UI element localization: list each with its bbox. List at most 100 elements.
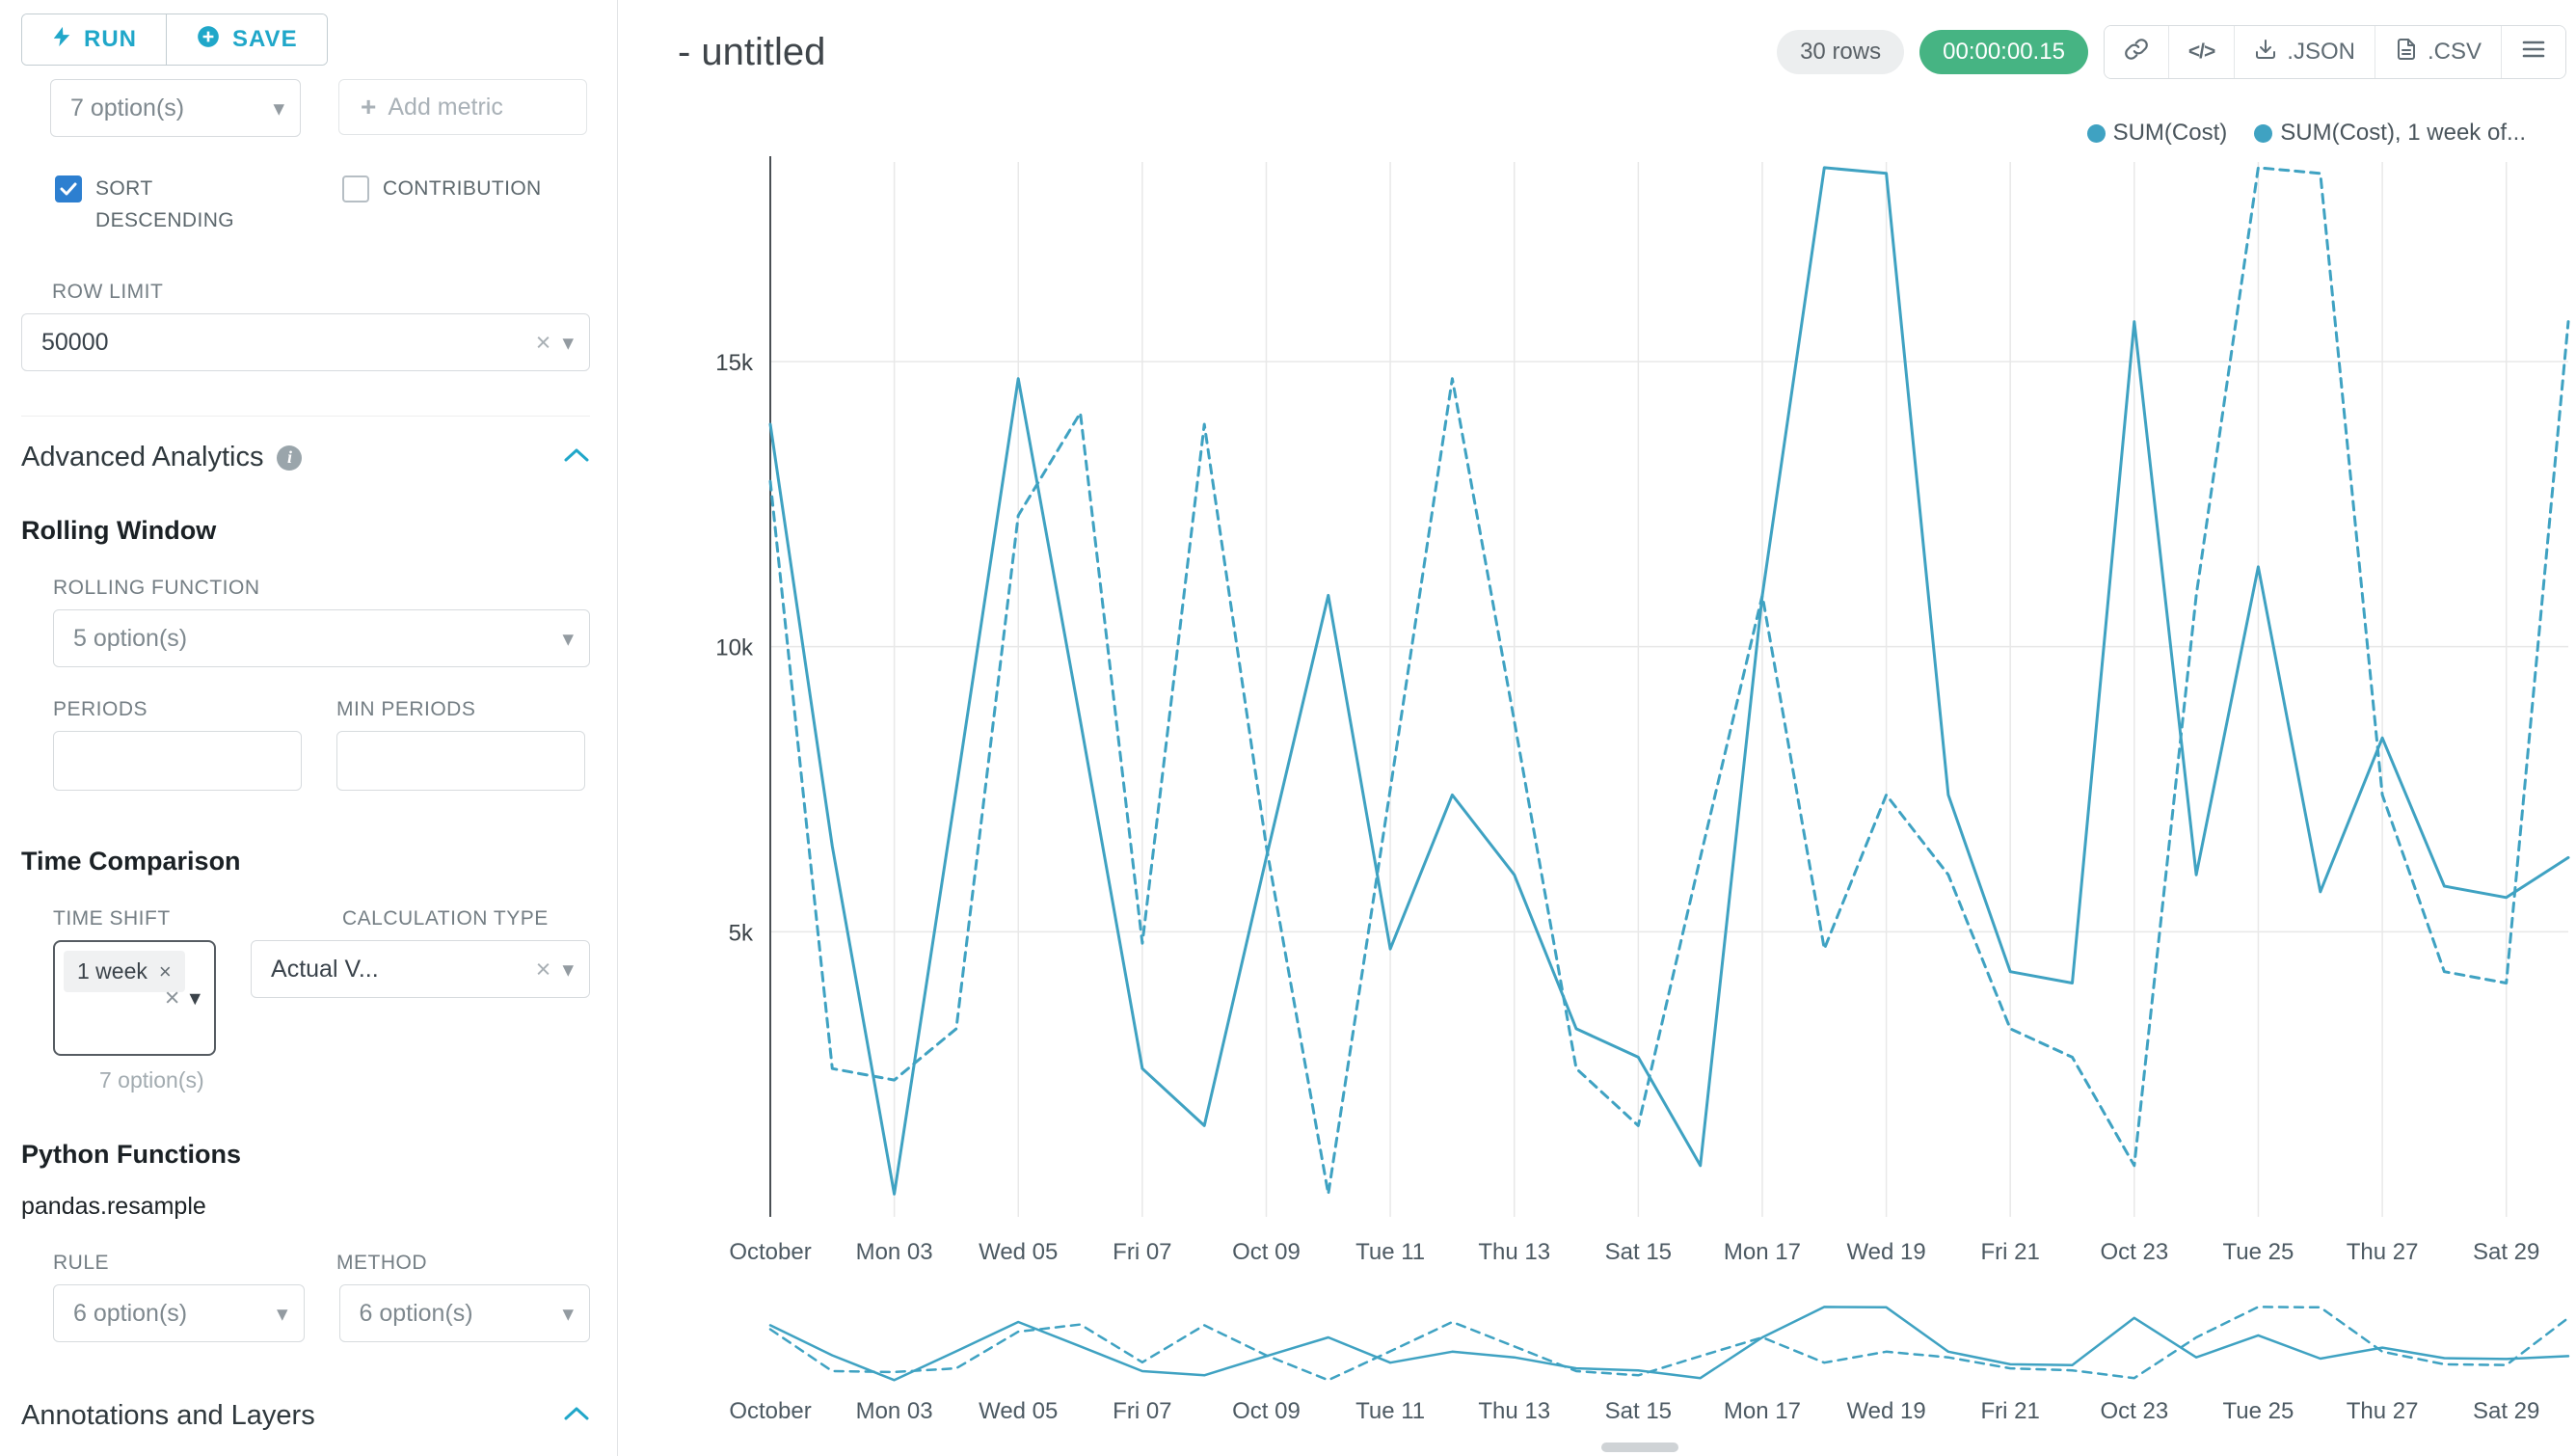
metrics-row: 7 option(s) ▾ + Add metric xyxy=(50,79,590,137)
rolling-function-select[interactable]: 5 option(s) ▾ xyxy=(53,609,590,668)
method-select[interactable]: 6 option(s) ▾ xyxy=(338,1284,590,1343)
clear-icon[interactable]: × xyxy=(164,983,180,1012)
svg-text:10k: 10k xyxy=(715,635,754,661)
mini-chart-container: October Mon 03 Wed 05 Fri 07 Oct 09 Tue 11 Thu… xyxy=(618,1299,2576,1431)
svg-text:Tue 25: Tue 25 xyxy=(2223,1398,2294,1424)
svg-text:Fri 21: Fri 21 xyxy=(1981,1398,2040,1424)
file-csv-icon xyxy=(2395,38,2418,67)
clear-icon[interactable]: × xyxy=(535,327,551,357)
legend-item-sum-cost-offset[interactable]: SUM(Cost), 1 week of... xyxy=(2254,120,2526,147)
checkbox-row: SORT DESCENDING CONTRIBUTION xyxy=(55,174,590,236)
rolling-function-label: ROLLING FUNCTION xyxy=(53,577,260,600)
share-link-button[interactable] xyxy=(2104,26,2168,78)
link-icon xyxy=(2124,37,2149,68)
time-shift-hint: 7 option(s) xyxy=(99,1067,204,1093)
min-periods-input[interactable] xyxy=(336,731,585,792)
run-button-label: RUN xyxy=(84,26,137,52)
chart-legend: SUM(Cost) SUM(Cost), 1 week of... xyxy=(618,120,2526,147)
add-metric-label: Add metric xyxy=(388,93,503,121)
mini-navigator-chart[interactable]: October Mon 03 Wed 05 Fri 07 Oct 09 Tue 11 Thu… xyxy=(618,1299,2576,1426)
rolling-window-title: Rolling Window xyxy=(21,516,217,546)
svg-text:Mon 17: Mon 17 xyxy=(1724,1398,1801,1424)
rule-value: 6 option(s) xyxy=(73,1299,188,1327)
svg-text:Tue 11: Tue 11 xyxy=(1355,1398,1425,1424)
add-metric-button[interactable]: + Add metric xyxy=(338,79,587,135)
svg-text:October: October xyxy=(729,1398,811,1424)
svg-text:Fri 07: Fri 07 xyxy=(1113,1239,1171,1265)
export-json-button[interactable]: .JSON xyxy=(2234,26,2375,78)
row-limit-select[interactable]: 50000 × ▾ xyxy=(21,313,590,372)
sort-by-value: 7 option(s) xyxy=(70,94,185,121)
main-line-chart[interactable]: October Mon 03 Wed 05 Fri 07 Oct 09 Tue 11 Thu… xyxy=(618,152,2576,1271)
svg-text:Wed 05: Wed 05 xyxy=(979,1239,1058,1265)
svg-text:Thu 13: Thu 13 xyxy=(1478,1239,1550,1265)
chevron-up-icon[interactable] xyxy=(563,1405,590,1427)
legend-item-sum-cost[interactable]: SUM(Cost) xyxy=(2086,120,2228,147)
periods-field: PERIODS MIN PERIODS xyxy=(53,698,590,792)
calculation-type-label: CALCULATION TYPE xyxy=(341,907,549,930)
chevron-up-icon[interactable] xyxy=(563,446,590,469)
svg-text:Wed 19: Wed 19 xyxy=(1846,1398,1925,1424)
legend-label: SUM(Cost), 1 week of... xyxy=(2280,120,2526,146)
time-comparison-title: Time Comparison xyxy=(21,847,241,876)
row-limit-value: 50000 xyxy=(41,328,109,356)
rule-select[interactable]: 6 option(s) ▾ xyxy=(53,1284,305,1343)
periods-input[interactable] xyxy=(53,731,302,792)
export-csv-button[interactable]: .CSV xyxy=(2374,26,2501,78)
svg-text:Thu 27: Thu 27 xyxy=(2347,1239,2419,1265)
time-shift-multiselect[interactable]: 1 week × × ▾ xyxy=(53,940,217,1057)
plus-icon: + xyxy=(361,92,377,121)
bolt-icon xyxy=(51,24,72,56)
svg-text:Oct 09: Oct 09 xyxy=(1232,1398,1301,1424)
row-count-badge: 30 rows xyxy=(1777,30,1905,74)
caret-down-icon: ▾ xyxy=(189,984,201,1011)
main-chart-container: October Mon 03 Wed 05 Fri 07 Oct 09 Tue 11 Thu… xyxy=(618,152,2576,1276)
svg-text:Thu 13: Thu 13 xyxy=(1478,1398,1550,1424)
svg-text:Mon 03: Mon 03 xyxy=(856,1239,933,1265)
row-limit-label: ROW LIMIT xyxy=(52,281,164,304)
sort-descending-checkbox[interactable]: SORT DESCENDING xyxy=(55,174,342,236)
clear-icon[interactable]: × xyxy=(535,954,551,984)
svg-text:October: October xyxy=(729,1239,811,1265)
legend-label: SUM(Cost) xyxy=(2112,120,2228,146)
time-shift-field: TIME SHIFT CALCULATION TYPE 1 week × × ▾… xyxy=(53,907,590,1093)
control-panel: RUN SAVE 7 option(s) ▾ + Add metric xyxy=(0,0,618,1456)
save-button[interactable]: SAVE xyxy=(166,14,327,65)
pandas-resample-label: pandas.resample xyxy=(21,1193,206,1221)
row-limit-field: ROW LIMIT 50000 × ▾ xyxy=(21,281,590,372)
svg-text:5k: 5k xyxy=(729,920,754,946)
svg-text:15k: 15k xyxy=(715,350,754,376)
periods-label: PERIODS xyxy=(53,698,148,721)
contribution-checkbox[interactable]: CONTRIBUTION xyxy=(342,174,542,205)
chart-toolbar: </> .JSON .CSV xyxy=(2103,25,2566,79)
svg-text:Tue 11: Tue 11 xyxy=(1355,1239,1425,1265)
horizontal-scrollbar-thumb[interactable] xyxy=(1601,1443,1678,1452)
checkbox-unchecked-icon xyxy=(342,175,369,202)
sort-descending-label: SORT DESCENDING xyxy=(95,177,235,231)
advanced-analytics-title: Advanced Analytics xyxy=(21,442,264,473)
time-shift-tag[interactable]: 1 week × xyxy=(64,951,185,993)
annotations-layers-header[interactable]: Annotations and Layers xyxy=(21,1400,590,1432)
download-json-icon xyxy=(2254,38,2277,67)
run-button[interactable]: RUN xyxy=(22,14,166,65)
code-icon: </> xyxy=(2187,40,2215,63)
view-query-button[interactable]: </> xyxy=(2167,26,2235,78)
sort-by-select[interactable]: 7 option(s) ▾ xyxy=(50,79,301,137)
chevron-down-icon: ▾ xyxy=(276,1300,288,1326)
remove-tag-icon[interactable]: × xyxy=(158,958,172,984)
calculation-type-select[interactable]: Actual V... × ▾ xyxy=(251,940,590,999)
svg-text:Sat 15: Sat 15 xyxy=(1605,1239,1672,1265)
advanced-analytics-header[interactable]: Advanced Analytics i xyxy=(21,416,590,473)
svg-text:Mon 03: Mon 03 xyxy=(856,1398,933,1424)
more-options-button[interactable] xyxy=(2501,26,2565,78)
calculation-type-value: Actual V... xyxy=(271,955,379,983)
chevron-down-icon: ▾ xyxy=(562,625,574,651)
chevron-down-icon: ▾ xyxy=(562,956,574,982)
svg-text:Oct 23: Oct 23 xyxy=(2100,1239,2168,1265)
legend-dot-icon xyxy=(2254,123,2273,143)
rolling-function-value: 5 option(s) xyxy=(73,624,188,652)
svg-text:Thu 27: Thu 27 xyxy=(2347,1398,2419,1424)
chevron-down-icon: ▾ xyxy=(273,94,284,121)
svg-text:Tue 25: Tue 25 xyxy=(2223,1239,2294,1265)
rule-label: RULE xyxy=(53,1252,110,1275)
